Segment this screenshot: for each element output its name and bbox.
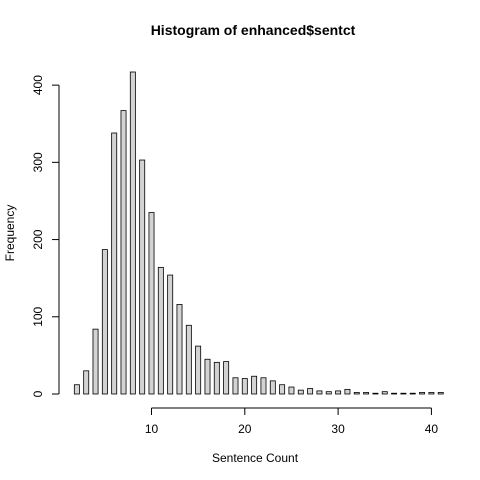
histogram-bar-8 — [129, 71, 136, 395]
x-axis-label: Sentence Count — [212, 451, 299, 465]
x-tick-label-10: 10 — [145, 422, 159, 436]
histogram-bar-39 — [419, 392, 426, 395]
histogram-bar-38 — [409, 392, 416, 395]
histogram-bar-27 — [307, 388, 314, 395]
histogram-bar-6 — [111, 132, 118, 395]
bars-layer — [73, 71, 444, 395]
histogram-bar-21 — [251, 375, 258, 395]
histogram-bar-36 — [391, 392, 398, 395]
histogram-bar-31 — [344, 388, 351, 395]
y-axis-label: Frequency — [3, 205, 17, 262]
histogram-bar-19 — [232, 377, 239, 395]
histogram-bar-7 — [120, 110, 127, 395]
x-tick-label-30: 30 — [331, 422, 345, 436]
x-axis: 10 20 30 40 — [145, 407, 439, 436]
y-tick-label-200: 200 — [31, 229, 45, 249]
y-axis: 0 100 200 300 400 — [31, 75, 60, 397]
histogram-bar-5 — [101, 249, 108, 395]
histogram-bar-15 — [195, 345, 202, 395]
y-tick-label-400: 400 — [31, 75, 45, 95]
histogram-bar-33 — [363, 392, 370, 395]
histogram-bar-28 — [316, 390, 323, 395]
histogram-bar-13 — [176, 304, 183, 395]
histogram-bar-25 — [288, 386, 295, 395]
y-tick-label-0: 0 — [31, 390, 45, 397]
histogram-bar-3 — [83, 370, 90, 395]
histogram-bar-20 — [241, 378, 248, 395]
histogram-bar-10 — [148, 212, 155, 395]
histogram-bar-23 — [269, 380, 276, 395]
histogram-bar-17 — [213, 361, 220, 395]
histogram-bar-14 — [185, 324, 192, 395]
histogram-bar-41 — [437, 392, 444, 395]
histogram-bar-11 — [157, 266, 164, 395]
x-tick-label-40: 40 — [425, 422, 439, 436]
y-tick-label-100: 100 — [31, 306, 45, 326]
histogram-bar-4 — [92, 328, 99, 395]
y-tick-label-300: 300 — [31, 152, 45, 172]
histogram-bar-2 — [73, 384, 80, 395]
chart-title: Histogram of enhanced$sentct — [151, 22, 356, 38]
histogram-bar-32 — [353, 392, 360, 395]
histogram-bar-26 — [297, 389, 304, 395]
histogram-bar-30 — [335, 390, 342, 395]
histogram-bar-37 — [400, 392, 407, 395]
histogram-bar-35 — [381, 391, 388, 395]
histogram-bar-40 — [428, 392, 435, 395]
x-tick-label-20: 20 — [238, 422, 252, 436]
histogram-bar-12 — [167, 274, 174, 395]
histogram-bar-29 — [325, 391, 332, 395]
histogram-bar-9 — [139, 159, 146, 395]
histogram-bar-24 — [279, 384, 286, 395]
histogram-bar-34 — [372, 392, 379, 395]
histogram-bar-18 — [223, 361, 230, 395]
histogram-bar-16 — [204, 358, 211, 395]
histogram-bar-22 — [260, 377, 267, 395]
